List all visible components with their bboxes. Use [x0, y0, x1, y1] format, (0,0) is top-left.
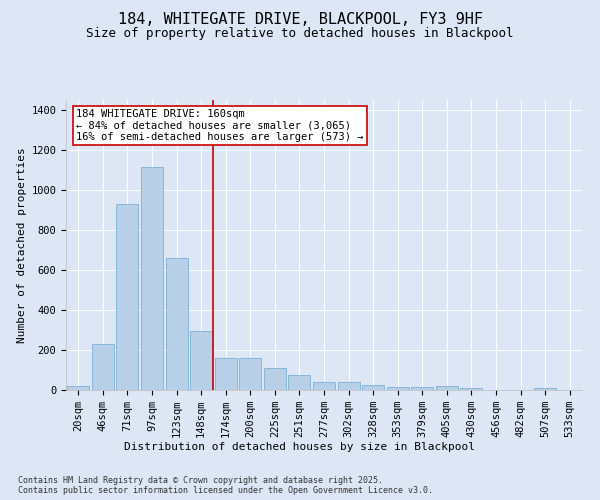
Bar: [92, 344, 114, 390]
Bar: [264, 368, 286, 390]
Bar: [141, 167, 163, 390]
Text: Size of property relative to detached houses in Blackpool: Size of property relative to detached ho…: [86, 28, 514, 40]
Bar: [386, 387, 409, 390]
Bar: [362, 385, 384, 390]
Text: Distribution of detached houses by size in Blackpool: Distribution of detached houses by size …: [125, 442, 476, 452]
Bar: [116, 204, 139, 390]
Text: 184, WHITEGATE DRIVE, BLACKPOOL, FY3 9HF: 184, WHITEGATE DRIVE, BLACKPOOL, FY3 9HF: [118, 12, 482, 28]
Bar: [67, 386, 89, 390]
Bar: [338, 382, 359, 390]
Bar: [534, 388, 556, 390]
Bar: [411, 387, 433, 390]
Bar: [436, 386, 458, 390]
Bar: [313, 382, 335, 390]
Text: 184 WHITEGATE DRIVE: 160sqm
← 84% of detached houses are smaller (3,065)
16% of : 184 WHITEGATE DRIVE: 160sqm ← 84% of det…: [76, 108, 364, 142]
Y-axis label: Number of detached properties: Number of detached properties: [17, 147, 27, 343]
Bar: [460, 388, 482, 390]
Bar: [239, 358, 262, 390]
Bar: [166, 258, 188, 390]
Bar: [190, 331, 212, 390]
Bar: [215, 358, 237, 390]
Bar: [289, 375, 310, 390]
Text: Contains HM Land Registry data © Crown copyright and database right 2025.
Contai: Contains HM Land Registry data © Crown c…: [18, 476, 433, 495]
